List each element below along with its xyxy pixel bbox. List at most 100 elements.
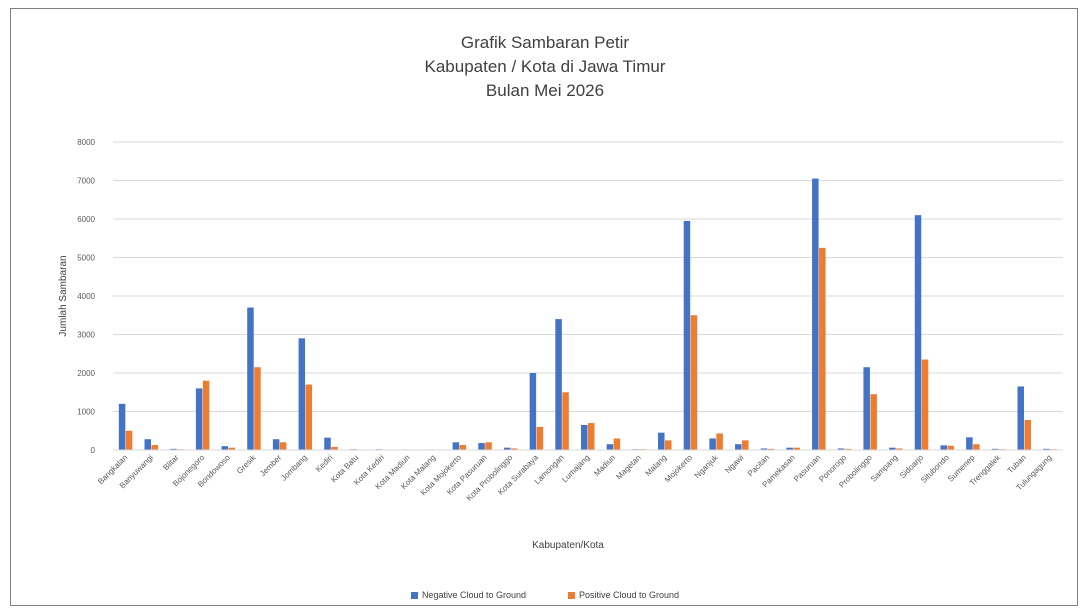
bar-positive (819, 247, 826, 450)
bar-positive (973, 444, 980, 450)
x-tick-label: Jember (258, 453, 283, 478)
x-tick-label: Blitar (161, 453, 180, 472)
x-tick-label: Situbondo (919, 453, 951, 485)
y-tick-label: 4000 (77, 292, 95, 301)
bar-positive (613, 438, 621, 450)
bar-negative (221, 446, 229, 450)
chart-title-line-3: Bulan Mei 2026 (485, 81, 605, 100)
bar-positive (228, 447, 236, 450)
gridlines (113, 141, 1063, 412)
y-tick-label: 0 (91, 446, 96, 455)
bar-negative (991, 448, 999, 450)
chart-title-line-2: Kabupaten / Kota di Jawa Timur (424, 57, 666, 76)
x-tick-label: Malang (644, 453, 669, 478)
bar-negative (272, 439, 280, 450)
bar-negative (170, 448, 177, 450)
bar-negative (247, 307, 254, 450)
legend-item-positive: Positive Cloud to Ground (568, 590, 679, 600)
bar-positive (254, 367, 261, 450)
bar-positive (485, 442, 492, 450)
bar-positive (125, 430, 133, 450)
y-tick-label: 5000 (77, 254, 95, 263)
chart-title: Grafik Sambaran Petir Kabupaten / Kota d… (11, 31, 1079, 103)
bar-positive (844, 448, 852, 450)
bar-positive (947, 445, 954, 450)
y-tick-label: 8000 (77, 138, 95, 147)
x-tick-label: Gresik (235, 452, 258, 475)
bar-negative (914, 215, 922, 450)
bar-positive (562, 392, 569, 450)
bar-negative (144, 439, 152, 450)
legend-item-negative: Negative Cloud to Ground (410, 590, 526, 600)
bar-positive (716, 433, 723, 450)
legend-label-negative: Negative Cloud to Ground (421, 590, 526, 600)
x-tick-label: Lumajang (560, 453, 591, 484)
x-tick-label: Nganjuk (693, 452, 721, 480)
x-tick-label: Kediri (314, 453, 335, 474)
y-tick-label: 7000 (77, 177, 95, 186)
y-tick-label: 2000 (77, 369, 95, 378)
bar-negative (452, 442, 460, 450)
bar-negative (503, 447, 511, 450)
bar-negative (606, 444, 614, 450)
bar-negative (940, 445, 947, 450)
x-tick-label: Pacitan (746, 453, 771, 478)
legend: Negative Cloud to Ground Positive Cloud … (11, 590, 1079, 600)
legend-label-positive: Positive Cloud to Ground (579, 590, 680, 600)
bar-positive (305, 384, 313, 450)
bar-negative (837, 448, 845, 450)
x-tick-label: Kota Probolinggo (465, 453, 515, 503)
bar-positive (510, 448, 518, 450)
x-tick-label: Mojokerto (663, 453, 695, 485)
chart-title-line-1: Grafik Sambaran Petir (460, 33, 630, 52)
bar-negative (478, 443, 485, 450)
x-tick-label: Magetan (614, 453, 642, 481)
bar-negative (863, 367, 870, 450)
bar-positive (665, 440, 672, 450)
bar-negative (195, 388, 203, 450)
bar-negative (555, 319, 562, 450)
bar-positive (588, 423, 595, 450)
bar-positive (793, 447, 800, 450)
bar-negative (1043, 448, 1050, 450)
bar-negative (889, 447, 896, 450)
bar-positive (536, 426, 544, 450)
bar-negative (760, 448, 768, 450)
bar-negative (118, 403, 126, 450)
x-axis-title: Kabupaten/Kota (532, 540, 604, 551)
bar-positive (151, 444, 159, 450)
bar-positive (896, 448, 903, 450)
x-tick-label: Madiun (592, 453, 617, 478)
bar-positive (279, 442, 287, 450)
bar-chart: 0 1000 2000 3000 4000 5000 6000 7000 8000 Bangka… (58, 138, 1063, 551)
legend-swatch-negative (410, 591, 418, 599)
bar-negative (709, 438, 716, 450)
chart-frame: Grafik Sambaran Petir Kabupaten / Kota d… (10, 8, 1078, 606)
bar-positive (459, 444, 467, 450)
bar-negative (735, 444, 742, 450)
x-tick-label: Sampang (869, 453, 900, 484)
bar-positive (1024, 419, 1031, 450)
y-tick-label: 1000 (77, 408, 95, 417)
bar-negative (324, 437, 331, 450)
bar-negative (683, 220, 691, 450)
y-tick-label: 3000 (77, 331, 95, 340)
bar-positive (742, 440, 749, 450)
x-tick-label: Jombang (279, 453, 309, 483)
legend-swatch-positive (568, 591, 575, 599)
bar-negative (1017, 386, 1024, 450)
bar-negative (298, 338, 306, 450)
bar-positive (921, 359, 929, 450)
bar-positive (767, 448, 775, 450)
y-tick-label: 6000 (77, 215, 95, 224)
bar-positive (870, 394, 877, 450)
x-tick-label: Tuban (1006, 453, 1028, 475)
bar-negative (786, 447, 793, 450)
bar-negative (966, 437, 973, 450)
y-axis-ticks: 0 1000 2000 3000 4000 5000 6000 7000 8000 (77, 138, 95, 455)
y-axis-title: Jumlah Sambaran (58, 255, 69, 336)
bar-negative (581, 424, 588, 450)
bar-positive (202, 380, 210, 450)
bar-positive (331, 446, 338, 450)
